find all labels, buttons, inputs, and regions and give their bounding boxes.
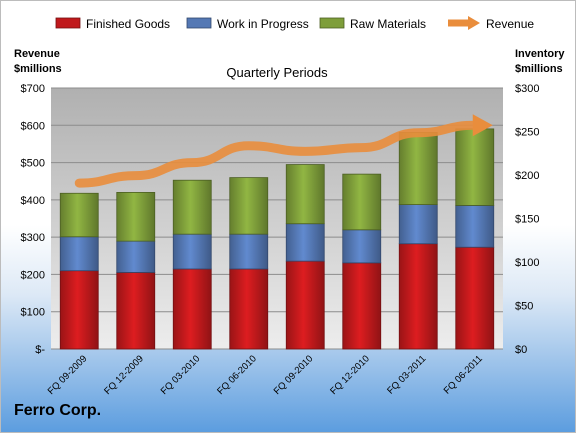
bar-finished-goods bbox=[172, 268, 212, 350]
bar-finished-goods bbox=[229, 268, 269, 350]
revenue-line-arrowhead bbox=[472, 114, 493, 137]
revenue-line-path bbox=[74, 120, 480, 188]
bar-work-in-progress bbox=[229, 233, 269, 270]
company-name: Ferro Corp. bbox=[14, 402, 102, 419]
bar-finished-goods bbox=[398, 243, 438, 350]
right-tick-label: $250 bbox=[515, 127, 539, 139]
bar-work-in-progress bbox=[172, 233, 212, 270]
x-tick-label: FQ 06-2011 bbox=[442, 353, 485, 396]
x-tick-label: FQ 09-2009 bbox=[46, 353, 90, 397]
bar-work-in-progress bbox=[59, 236, 99, 272]
bar-work-in-progress bbox=[116, 240, 156, 273]
left-tick-label: $100 bbox=[21, 307, 45, 319]
right-axis-title-line1: Inventory bbox=[515, 48, 565, 60]
left-tick-label: $300 bbox=[21, 232, 45, 244]
left-tick-label: $500 bbox=[21, 158, 45, 170]
left-axis-ticks: $- $100 $200 $300 $400 $500 $600 $700 bbox=[21, 83, 46, 356]
bar-finished-goods bbox=[116, 272, 156, 350]
bar-raw-materials bbox=[116, 191, 156, 242]
legend-label: Revenue bbox=[486, 17, 534, 31]
right-tick-label: $100 bbox=[515, 257, 539, 269]
left-tick-label: $700 bbox=[21, 83, 45, 95]
bar-raw-materials bbox=[285, 164, 325, 225]
bar-finished-goods bbox=[342, 262, 382, 350]
left-axis-title-line2: $millions bbox=[14, 63, 62, 75]
legend-swatch bbox=[186, 17, 212, 29]
legend-label: Raw Materials bbox=[350, 17, 426, 31]
bar-work-in-progress bbox=[398, 204, 438, 245]
right-tick-label: $150 bbox=[515, 214, 539, 226]
left-tick-label: $200 bbox=[21, 269, 45, 281]
revenue-line bbox=[74, 114, 493, 188]
left-tick-label: $400 bbox=[21, 195, 45, 207]
bar-work-in-progress bbox=[285, 223, 325, 262]
bar-work-in-progress bbox=[342, 229, 382, 264]
right-tick-label: $0 bbox=[515, 344, 527, 356]
bar-finished-goods bbox=[285, 260, 325, 350]
chart-title: Quarterly Periods bbox=[226, 65, 328, 80]
right-axis-title-line2: $millions bbox=[515, 63, 563, 75]
bar-raw-materials bbox=[172, 179, 212, 235]
left-axis-title-line1: Revenue bbox=[14, 48, 60, 60]
x-tick-label: FQ 06-2010 bbox=[215, 353, 259, 397]
legend-swatch bbox=[55, 17, 81, 29]
legend-label: Finished Goods bbox=[86, 17, 170, 31]
bar-series bbox=[59, 128, 495, 350]
legend-label: Work in Progress bbox=[217, 17, 309, 31]
x-tick-label: FQ 12-2010 bbox=[328, 353, 372, 397]
left-tick-label: $600 bbox=[21, 120, 45, 132]
bar-finished-goods bbox=[59, 270, 99, 350]
bar-raw-materials bbox=[398, 131, 438, 205]
x-tick-label: FQ 12-2009 bbox=[102, 353, 146, 397]
x-tick-label: FQ 03-2011 bbox=[385, 353, 428, 396]
bar-raw-materials bbox=[455, 128, 495, 206]
x-tick-label: FQ 09-2010 bbox=[272, 353, 316, 397]
legend: Finished Goods Work in Progress Raw Materi… bbox=[55, 16, 534, 31]
right-tick-label: $300 bbox=[515, 83, 539, 95]
right-axis-ticks: $0 $50 $100 $150 $200 $250 $300 bbox=[515, 83, 539, 356]
bar-raw-materials bbox=[229, 177, 269, 235]
x-tick-label: FQ 03-2010 bbox=[159, 353, 203, 397]
legend-swatch-revenue-arrow bbox=[468, 16, 480, 30]
bar-finished-goods bbox=[455, 246, 495, 350]
x-axis-ticks: FQ 09-2009 FQ 12-2009 FQ 03-2010 FQ 06-2010… bbox=[46, 353, 485, 397]
right-tick-label: $50 bbox=[515, 301, 533, 313]
legend-swatch bbox=[319, 17, 345, 29]
bar-work-in-progress bbox=[455, 205, 495, 248]
bar-raw-materials bbox=[59, 192, 99, 238]
right-tick-label: $200 bbox=[515, 170, 539, 182]
bar-raw-materials bbox=[342, 173, 382, 231]
left-tick-label: $- bbox=[35, 344, 45, 356]
